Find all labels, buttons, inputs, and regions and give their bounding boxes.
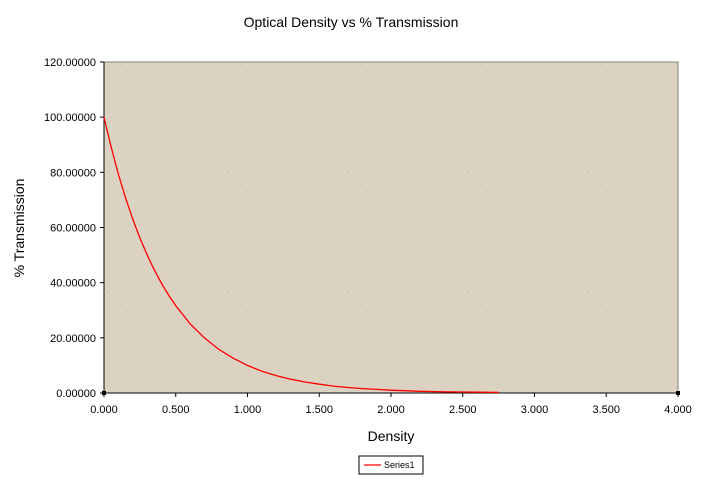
- x-axis-ticks: 0.000 0.500 1.000 1.500 2.000 2.500 3.000 3.500…: [90, 393, 692, 416]
- y-tick-label: 120.00000: [44, 57, 96, 69]
- chart-title: Optical Density vs % Transmission: [244, 14, 459, 30]
- x-axis-title: Density: [368, 428, 415, 444]
- legend: Series1: [358, 455, 424, 475]
- legend-label-series1: Series1: [384, 460, 415, 470]
- x-tick-label: 3.000: [521, 404, 549, 416]
- y-tick-label: 20.00000: [50, 333, 96, 345]
- y-tick-label: 0.00000: [56, 388, 96, 400]
- axis-end-marker: [676, 391, 680, 395]
- x-tick-label: 1.000: [234, 404, 262, 416]
- series-layer: [102, 117, 680, 395]
- x-tick-label: 0.000: [90, 404, 118, 416]
- x-tick-label: 2.500: [449, 404, 477, 416]
- x-tick-label: 4.000: [664, 404, 692, 416]
- y-tick-label: 80.00000: [50, 167, 96, 179]
- y-tick-label: 40.00000: [50, 278, 96, 290]
- plot-area: [103, 61, 679, 394]
- x-tick-label: 3.500: [592, 404, 620, 416]
- y-axis-ticks: 0.00000 20.00000 40.00000 60.00000 80.00000 1…: [44, 57, 104, 400]
- x-tick-label: 1.500: [305, 404, 333, 416]
- y-tick-label: 100.00000: [44, 112, 96, 124]
- x-tick-label: 0.500: [162, 404, 190, 416]
- y-tick-label: 60.00000: [50, 223, 96, 235]
- x-tick-label: 2.000: [377, 404, 405, 416]
- legend-box: [358, 455, 424, 475]
- y-axis-title: % Transmission: [11, 179, 27, 278]
- series-line-series1: [103, 117, 499, 394]
- axis-end-marker: [102, 391, 106, 395]
